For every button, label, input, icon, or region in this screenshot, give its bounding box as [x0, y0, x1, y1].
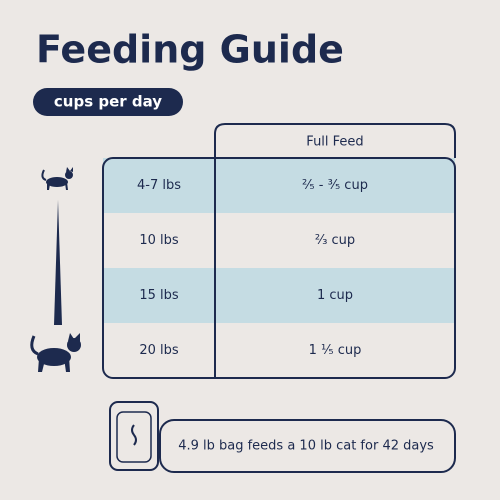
header-box [214, 123, 456, 158]
weight-cell: 20 lbs [139, 343, 179, 358]
table-body: 4-7 lbs ²⁄₅ - ³⁄₅ cup 10 lbs ²⁄₃ cup 15 lbs 1… [103, 158, 455, 358]
amount-cell: ²⁄₃ cup [315, 233, 355, 248]
size-wedge [54, 200, 62, 325]
weight-cell: 10 lbs [139, 233, 179, 248]
weight-cell: 4-7 lbs [137, 178, 181, 193]
row-shade [103, 268, 455, 323]
column-header: Full Feed [306, 135, 363, 150]
title: Feeding Guide [36, 28, 344, 72]
subtitle: cups per day [54, 93, 162, 111]
amount-cell: 1 cup [317, 288, 353, 303]
table-border [102, 157, 456, 379]
small-cat-icon [41, 167, 73, 190]
large-cat-icon [30, 333, 81, 372]
footer-note: 4.9 lb bag feeds a 10 lb cat for 42 days [178, 439, 434, 454]
bag-icon [109, 401, 159, 471]
row-shade [103, 158, 455, 213]
amount-cell: 1 ¹⁄₅ cup [309, 343, 362, 358]
footer-bubble [159, 419, 456, 473]
weight-cell: 15 lbs [139, 288, 179, 303]
subtitle-pill [33, 88, 183, 116]
amount-cell: ²⁄₅ - ³⁄₅ cup [302, 178, 368, 193]
